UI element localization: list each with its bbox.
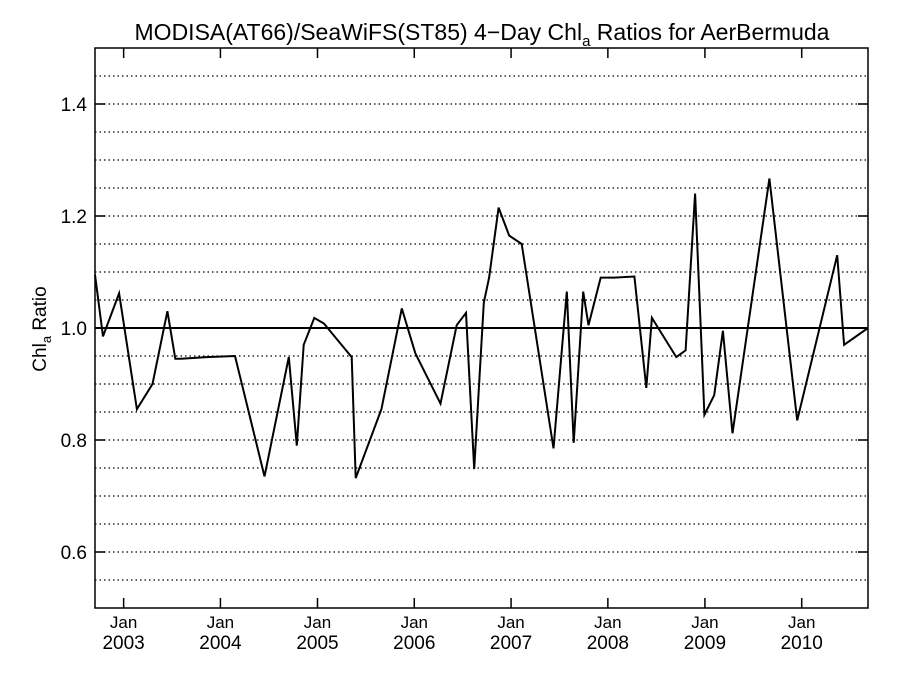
chart-title-main: MODISA(AT66)/SeaWiFS(ST85) 4−Day Chl <box>135 19 583 45</box>
x-tick-year-label: 2009 <box>684 633 726 654</box>
y-tick-label: 1.4 <box>61 95 88 116</box>
x-tick-month-label: Jan <box>497 613 524 632</box>
x-tick-month-label: Jan <box>304 613 331 632</box>
series-layer <box>94 178 869 479</box>
gridlines <box>95 75 868 581</box>
x-tick-year-label: 2004 <box>199 633 242 654</box>
x-tick-month-label: Jan <box>691 613 718 632</box>
x-tick-month-label: Jan <box>788 613 815 632</box>
y-axis-label-rest: Ratio <box>30 286 51 336</box>
x-tick-year-label: 2010 <box>781 633 823 654</box>
x-axis-ticks: Jan2003Jan2004Jan2005Jan2006Jan2007Jan20… <box>102 48 823 654</box>
x-tick-month-label: Jan <box>110 613 137 632</box>
y-tick-label: 0.6 <box>61 543 87 564</box>
chart-title-rest: Ratios for AerBermuda <box>590 19 829 45</box>
y-axis-label: Chla Ratio <box>30 286 54 371</box>
x-tick-year-label: 2008 <box>587 633 629 654</box>
chart-title-subscript: a <box>582 33 591 50</box>
x-tick-month-label: Jan <box>401 613 428 632</box>
y-axis-label-subscript: a <box>39 335 54 343</box>
chart-title: MODISA(AT66)/SeaWiFS(ST85) 4−Day Chla Ra… <box>135 19 830 50</box>
y-axis-label-main: Chl <box>30 343 51 372</box>
x-tick-year-label: 2003 <box>102 633 144 654</box>
x-tick-month-label: Jan <box>594 613 621 632</box>
x-tick-month-label: Jan <box>207 613 234 632</box>
x-tick-year-label: 2006 <box>393 633 435 654</box>
y-tick-label: 0.8 <box>61 431 87 452</box>
series-line <box>94 178 869 479</box>
y-tick-label: 1.0 <box>61 319 87 340</box>
y-axis-ticks: 0.6 0.8 1.0 1.2 1.4 <box>61 95 868 564</box>
x-tick-year-label: 2007 <box>490 633 532 654</box>
x-tick-year-label: 2005 <box>296 633 338 654</box>
y-tick-label: 1.2 <box>61 207 87 228</box>
